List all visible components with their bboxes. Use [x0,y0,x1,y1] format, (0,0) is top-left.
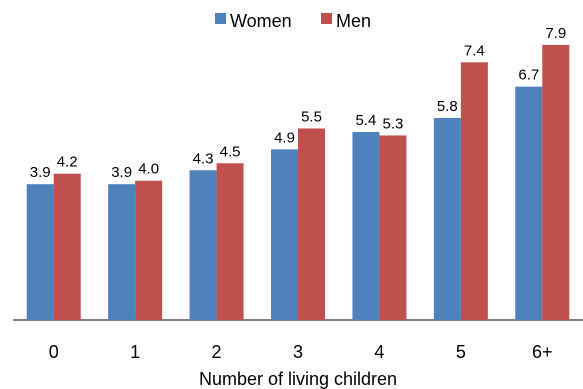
x-tick-1: 1 [130,342,140,362]
x-tick-4: 4 [374,342,384,362]
bar-women-1 [108,184,136,320]
bar-men-6plus [542,44,570,320]
data-label-men-4: 5.3 [383,115,404,132]
bar-men-5 [460,62,488,321]
value-labels-group: 3.9 4.2 3.9 4.0 4.3 4.5 4.9 5.5 5.4 5.3 5.8 7.4 6.7 7… [30,25,566,181]
data-label-men-3: 5.5 [301,108,322,125]
x-tick-0: 0 [49,342,59,362]
x-tick-labels: 0 1 2 3 4 5 6+ [49,342,553,362]
x-tick-3: 3 [293,342,303,362]
x-tick-6plus: 6+ [532,342,553,362]
bar-women-3 [271,149,298,320]
data-label-women-1: 3.9 [111,164,132,181]
legend-swatch-women [215,13,226,24]
bar-women-0 [26,184,54,320]
legend-label-women: Women [230,11,292,31]
bar-women-6plus [515,86,543,321]
x-tick-5: 5 [456,342,466,362]
bar-men-3 [298,128,325,320]
bar-men-1 [135,180,163,320]
data-label-women-5: 5.8 [437,98,458,115]
legend: Women Men [215,11,371,31]
bar-men-0 [53,173,81,320]
data-label-women-2: 4.3 [193,150,214,167]
data-label-men-1: 4.0 [138,161,159,178]
x-tick-2: 2 [212,342,222,362]
x-axis-title: Number of living children [199,369,397,389]
bar-women-5 [433,118,461,321]
bar-men-4 [379,135,407,320]
bars-group [26,44,570,321]
data-label-men-2: 4.5 [220,143,241,160]
data-label-men-6plus: 7.9 [545,25,566,42]
data-label-women-4: 5.4 [356,112,377,129]
data-label-men-5: 7.4 [464,42,485,59]
legend-swatch-men [321,13,332,24]
data-label-women-3: 4.9 [274,129,295,146]
data-label-men-0: 4.2 [57,154,78,171]
data-label-women-6plus: 6.7 [518,67,539,84]
legend-label-men: Men [336,11,371,31]
bar-men-2 [216,163,244,320]
data-label-women-0: 3.9 [30,164,51,181]
bar-women-4 [352,131,380,320]
bar-women-2 [189,170,217,320]
